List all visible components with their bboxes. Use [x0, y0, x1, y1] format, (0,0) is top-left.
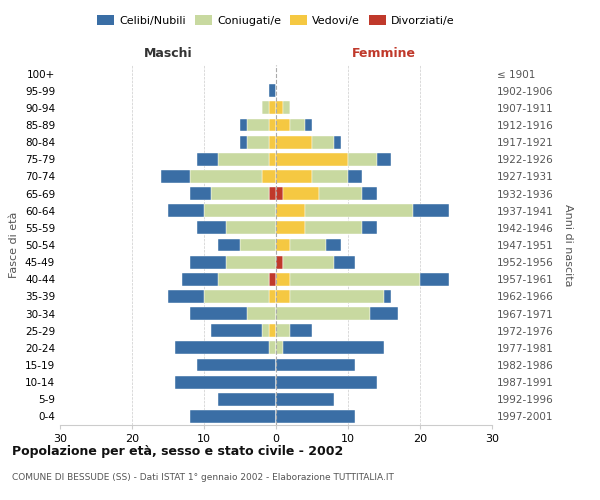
Bar	[247, 307, 276, 320]
Bar	[204, 290, 269, 303]
Bar	[211, 324, 262, 337]
Bar	[348, 170, 362, 183]
Bar	[276, 290, 290, 303]
Bar	[276, 410, 355, 423]
Bar	[161, 170, 190, 183]
Bar	[269, 136, 276, 148]
Bar	[269, 84, 276, 97]
Bar	[290, 273, 420, 285]
Bar	[276, 222, 305, 234]
Legend: Celibi/Nubili, Coniugati/e, Vedovi/e, Divorziati/e: Celibi/Nubili, Coniugati/e, Vedovi/e, Di…	[93, 10, 459, 30]
Bar	[290, 118, 305, 132]
Bar	[276, 324, 290, 337]
Bar	[269, 342, 276, 354]
Bar	[290, 290, 384, 303]
Bar	[420, 273, 449, 285]
Bar	[269, 273, 276, 285]
Bar	[290, 324, 312, 337]
Bar	[362, 187, 377, 200]
Text: Femmine: Femmine	[352, 47, 416, 60]
Bar	[218, 273, 269, 285]
Bar	[326, 238, 341, 252]
Bar	[175, 376, 276, 388]
Bar	[226, 256, 276, 268]
Bar	[276, 358, 355, 372]
Bar	[283, 256, 334, 268]
Bar	[276, 136, 312, 148]
Bar	[211, 187, 269, 200]
Bar	[197, 358, 276, 372]
Bar	[269, 102, 276, 114]
Bar	[283, 187, 319, 200]
Bar	[413, 204, 449, 217]
Bar	[276, 376, 377, 388]
Bar	[240, 136, 247, 148]
Bar	[276, 102, 283, 114]
Bar	[290, 238, 326, 252]
Bar	[276, 153, 348, 166]
Bar	[377, 153, 391, 166]
Bar	[175, 342, 269, 354]
Bar	[283, 102, 290, 114]
Bar	[384, 290, 391, 303]
Bar	[276, 342, 283, 354]
Bar	[362, 222, 377, 234]
Bar	[319, 187, 362, 200]
Bar	[305, 222, 362, 234]
Bar	[262, 102, 269, 114]
Bar	[276, 170, 312, 183]
Bar	[247, 118, 269, 132]
Bar	[218, 153, 269, 166]
Bar	[226, 222, 276, 234]
Bar	[269, 118, 276, 132]
Bar	[305, 204, 413, 217]
Bar	[312, 170, 348, 183]
Text: Popolazione per età, sesso e stato civile - 2002: Popolazione per età, sesso e stato civil…	[12, 445, 343, 458]
Bar	[190, 256, 226, 268]
Bar	[168, 290, 204, 303]
Bar	[262, 324, 269, 337]
Bar	[348, 153, 377, 166]
Bar	[276, 273, 290, 285]
Bar	[276, 187, 283, 200]
Bar	[269, 290, 276, 303]
Bar	[190, 187, 211, 200]
Bar	[168, 204, 204, 217]
Bar	[276, 256, 283, 268]
Bar	[312, 136, 334, 148]
Bar	[370, 307, 398, 320]
Bar	[182, 273, 218, 285]
Bar	[247, 136, 269, 148]
Bar	[283, 342, 384, 354]
Bar	[218, 393, 276, 406]
Bar	[334, 256, 355, 268]
Text: COMUNE DI BESSUDE (SS) - Dati ISTAT 1° gennaio 2002 - Elaborazione TUTTITALIA.IT: COMUNE DI BESSUDE (SS) - Dati ISTAT 1° g…	[12, 473, 394, 482]
Bar	[240, 118, 247, 132]
Text: Maschi: Maschi	[143, 47, 193, 60]
Bar	[190, 307, 247, 320]
Bar	[262, 170, 276, 183]
Bar	[204, 204, 276, 217]
Bar	[190, 410, 276, 423]
Bar	[269, 187, 276, 200]
Bar	[276, 393, 334, 406]
Bar	[334, 136, 341, 148]
Bar	[276, 118, 290, 132]
Bar	[269, 153, 276, 166]
Y-axis label: Fasce di età: Fasce di età	[10, 212, 19, 278]
Bar	[276, 307, 370, 320]
Bar	[276, 238, 290, 252]
Bar	[269, 324, 276, 337]
Bar	[276, 204, 305, 217]
Bar	[218, 238, 240, 252]
Bar	[197, 153, 218, 166]
Bar	[197, 222, 226, 234]
Bar	[305, 118, 312, 132]
Bar	[240, 238, 276, 252]
Y-axis label: Anni di nascita: Anni di nascita	[563, 204, 573, 286]
Bar	[190, 170, 262, 183]
